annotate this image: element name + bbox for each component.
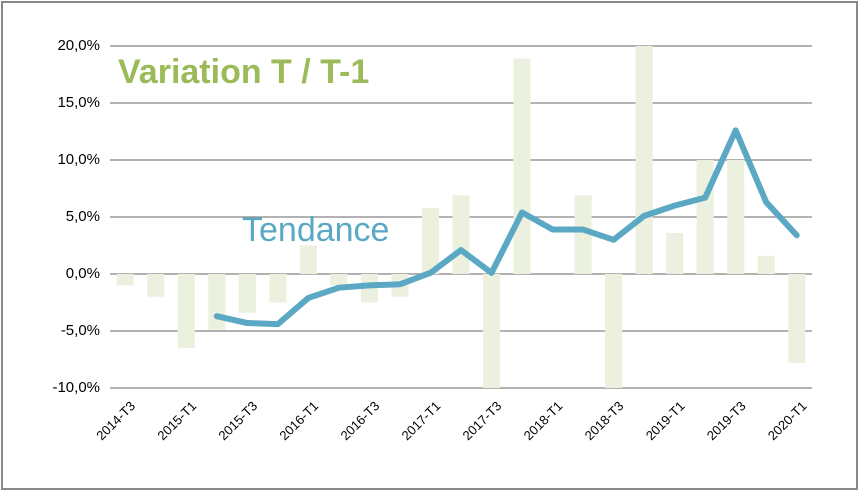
bar [208,274,226,330]
bar [635,46,653,274]
bar [482,274,501,388]
y-tick-label: -5,0% [61,322,100,339]
bar-series-label: Variation T / T-1 [118,53,369,91]
bar [727,160,745,274]
y-tick-label: 15,0% [57,94,100,111]
y-tick-label: 10,0% [57,151,100,168]
bar [330,274,348,286]
bar [666,232,684,274]
bar [147,274,165,297]
y-tick-label: 5,0% [66,208,100,225]
bar [269,274,287,303]
line-series-label: Tendance [242,211,389,249]
y-tick-label: 20,0% [57,37,100,54]
y-tick-label: 0,0% [66,265,100,282]
bar [696,160,714,274]
bar [116,274,134,286]
bar [788,274,806,363]
bar [421,207,440,274]
bars [116,46,806,388]
bar [605,274,623,388]
bar [513,58,531,274]
bar [177,274,195,349]
y-tick-label: -10,0% [52,379,100,396]
bar [452,195,470,274]
trend-line [213,127,800,328]
bar [574,195,592,274]
bar [757,255,775,274]
bar [299,245,317,274]
lines [213,127,800,328]
grid [110,45,812,389]
bar [238,274,256,313]
